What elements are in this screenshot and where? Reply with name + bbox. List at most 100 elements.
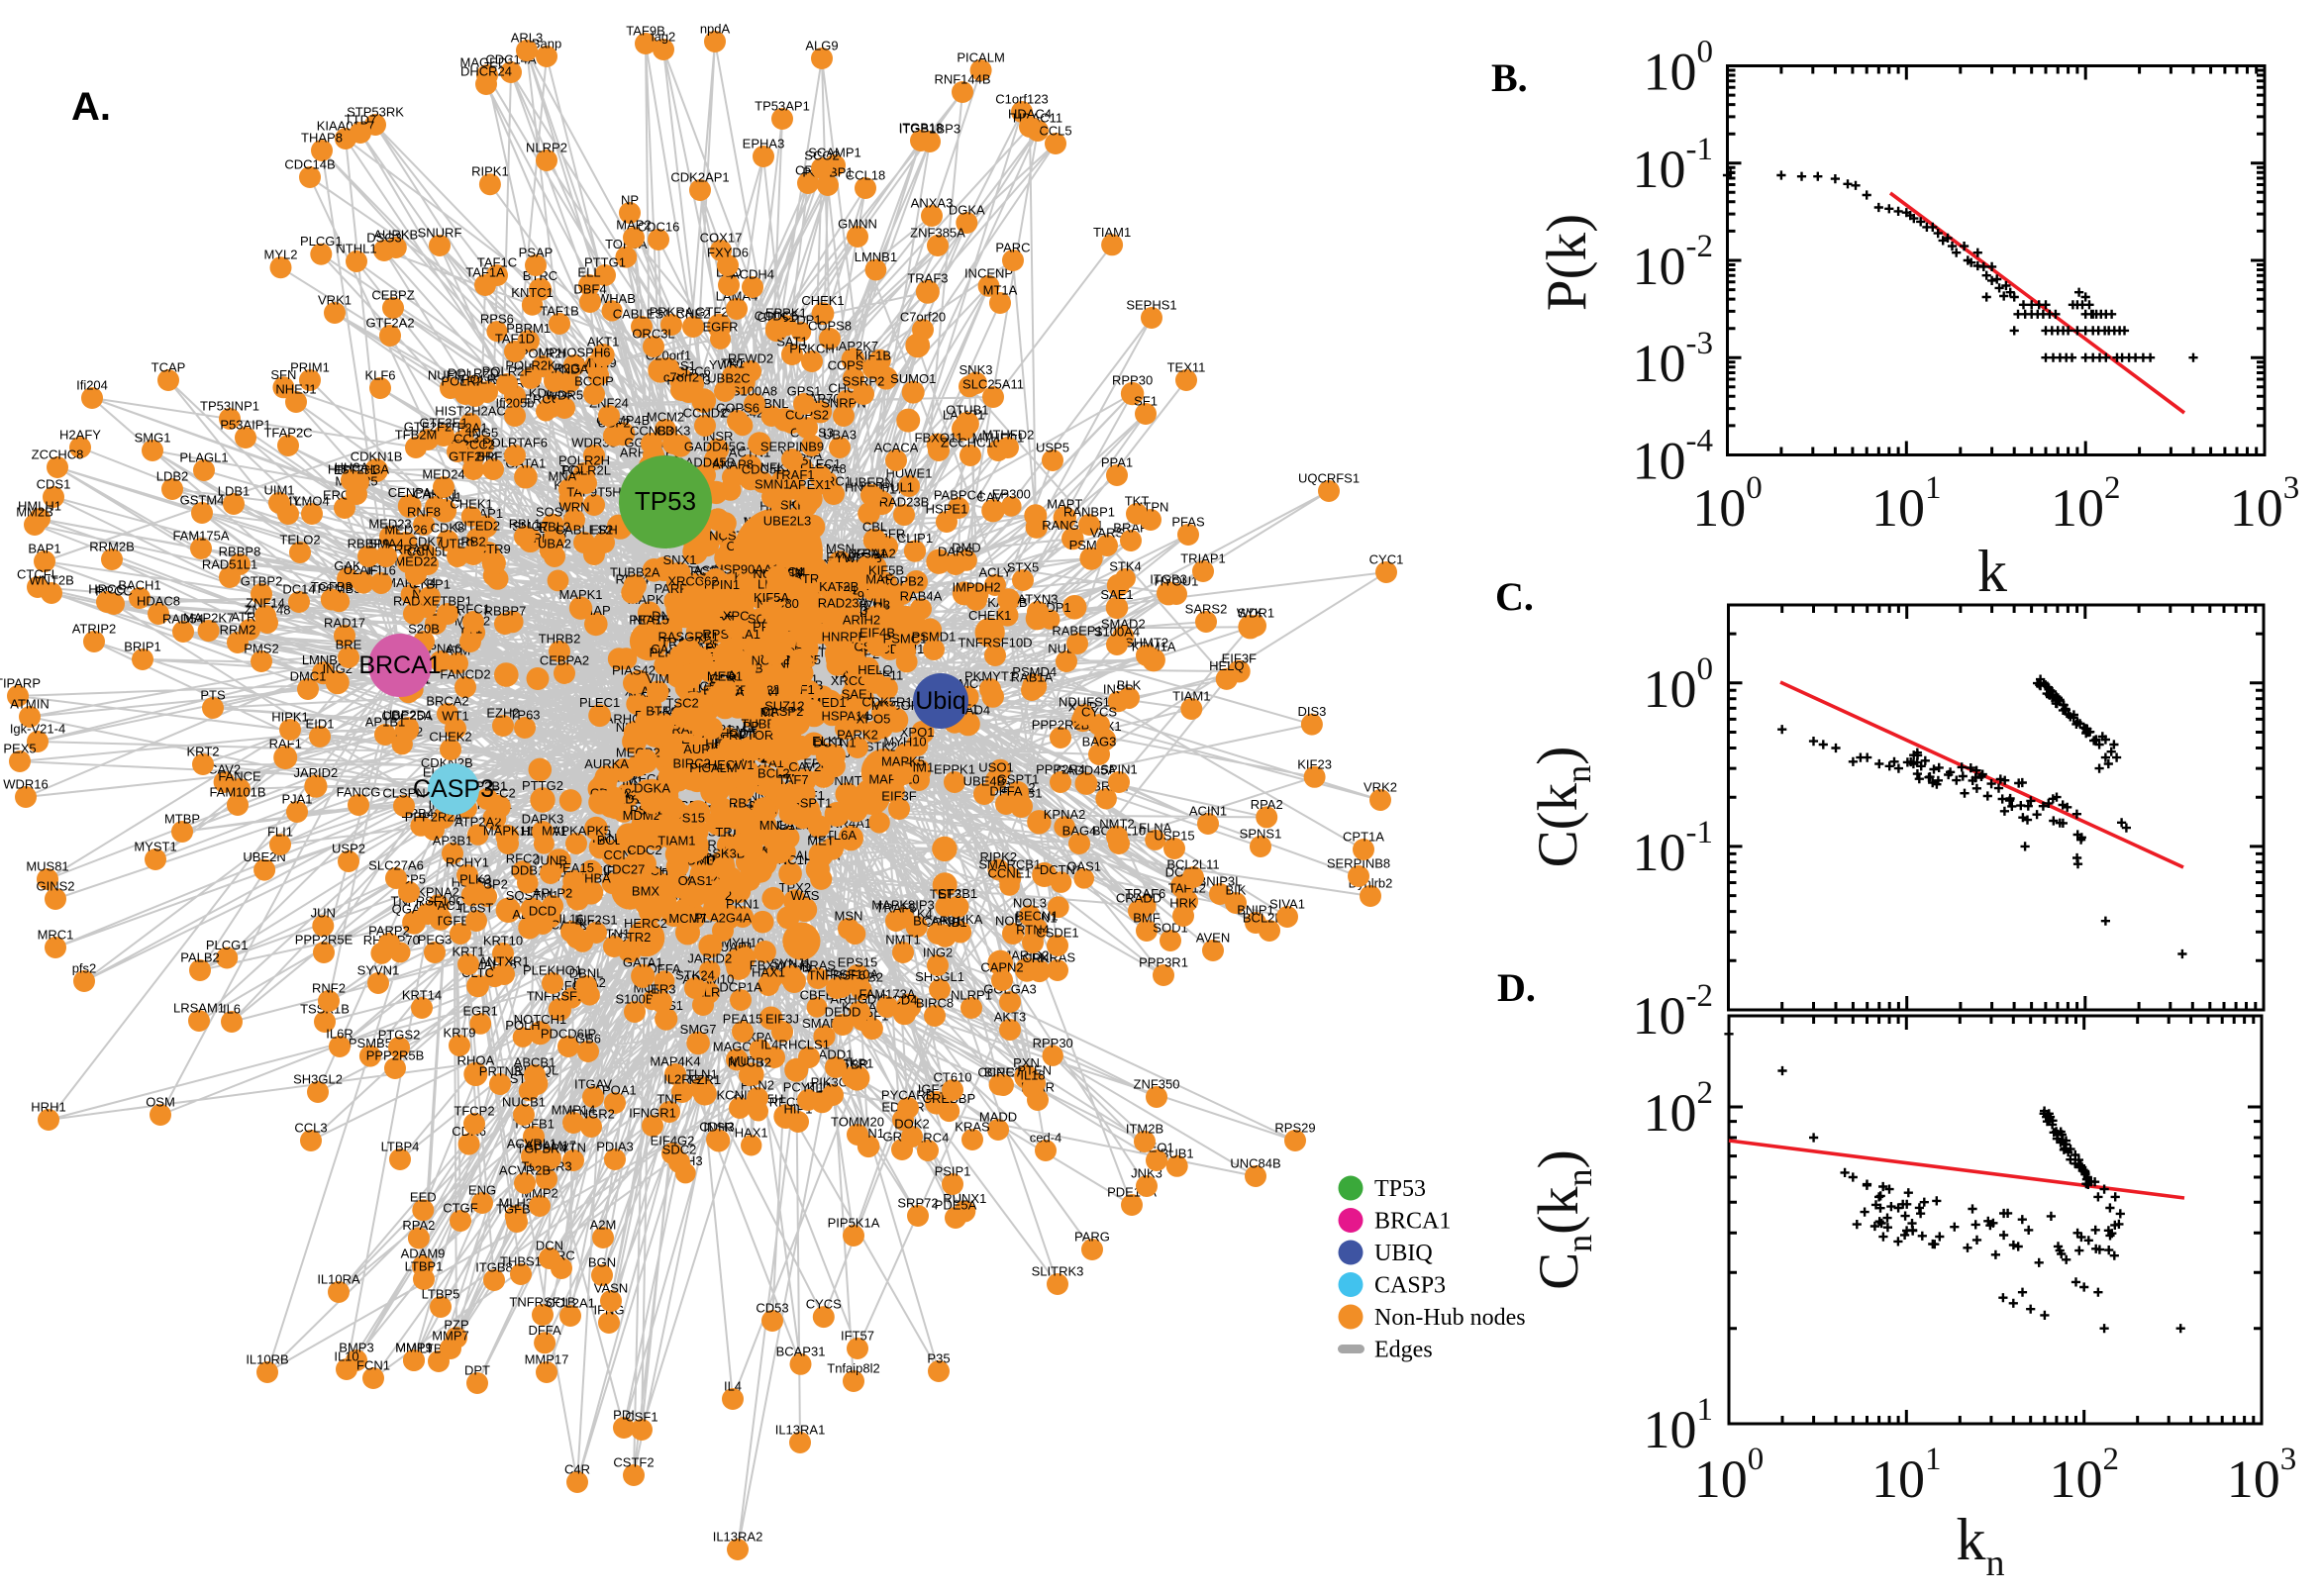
svg-text:ABCB1: ABCB1	[514, 1055, 556, 1070]
svg-text:UBERN: UBERN	[849, 475, 894, 490]
svg-text:CENPA: CENPA	[388, 485, 432, 500]
svg-text:Ifi204: Ifi204	[76, 378, 108, 393]
svg-text:ARIH2: ARIH2	[843, 613, 880, 628]
svg-text:UBA2: UBA2	[538, 537, 571, 551]
svg-text:WT1: WT1	[442, 709, 468, 724]
svg-text:RBBP9: RBBP9	[348, 537, 390, 551]
svg-text:STP53RK: STP53RK	[347, 105, 404, 120]
svg-text:ZNF350: ZNF350	[1134, 1077, 1180, 1092]
svg-text:TAF1D: TAF1D	[495, 332, 535, 347]
svg-text:PEX5: PEX5	[3, 742, 36, 756]
svg-text:COPS6: COPS6	[716, 401, 759, 416]
svg-text:MT1A: MT1A	[983, 283, 1018, 298]
svg-text:ATRIP2: ATRIP2	[72, 622, 117, 637]
svg-text:AP3B1: AP3B1	[433, 834, 472, 848]
svg-text:CTCFL: CTCFL	[17, 567, 58, 582]
svg-text:ANXA3: ANXA3	[911, 196, 954, 211]
svg-text:PRKCH: PRKCH	[789, 342, 835, 356]
svg-text:STK24: STK24	[865, 739, 905, 753]
svg-text:ALG9: ALG9	[805, 39, 838, 53]
svg-text:HIST2H3A: HIST2H3A	[328, 462, 389, 477]
svg-text:RBBP7: RBBP7	[484, 604, 527, 619]
svg-text:CDKN1B: CDKN1B	[351, 449, 403, 464]
svg-text:IFT57: IFT57	[841, 1329, 874, 1344]
svg-text:ITGB3: ITGB3	[1150, 572, 1187, 587]
svg-text:WDR16: WDR16	[3, 777, 49, 792]
svg-text:FANCD2: FANCD2	[440, 667, 490, 682]
svg-text:ced-4: ced-4	[1030, 1131, 1062, 1146]
svg-text:PPA1: PPA1	[1101, 455, 1133, 470]
svg-text:DEDD: DEDD	[825, 1005, 861, 1020]
svg-text:PKMYT1: PKMYT1	[964, 669, 1016, 684]
svg-text:MRC1: MRC1	[38, 928, 74, 943]
svg-text:CSF1: CSF1	[625, 1410, 657, 1425]
svg-text:TP53AP1: TP53AP1	[755, 99, 810, 114]
svg-text:GTF2A2: GTF2A2	[365, 316, 414, 331]
svg-text:ACVRL1: ACVRL1	[507, 1137, 557, 1151]
svg-text:VHL: VHL	[864, 596, 889, 611]
svg-text:STX5: STX5	[1007, 560, 1040, 575]
svg-text:HRK: HRK	[1169, 896, 1197, 911]
svg-text:CCNB3: CCNB3	[630, 424, 673, 439]
svg-text:GADD45G: GADD45G	[684, 440, 746, 454]
svg-text:EGR1: EGR1	[462, 1004, 497, 1019]
svg-text:SARS2: SARS2	[1185, 602, 1228, 617]
svg-text:DCTN1: DCTN1	[813, 736, 856, 750]
svg-text:DARS: DARS	[938, 545, 973, 559]
svg-text:LTBP5: LTBP5	[422, 1287, 460, 1302]
svg-text:SYNJ1: SYNJ1	[771, 955, 811, 970]
svg-text:PICALM: PICALM	[689, 760, 737, 775]
svg-text:SAE1: SAE1	[842, 687, 874, 702]
svg-text:SEPHS1: SEPHS1	[1126, 298, 1176, 313]
svg-text:SYVN1: SYVN1	[357, 963, 400, 978]
svg-text:BIRC8: BIRC8	[916, 996, 954, 1011]
svg-text:BRE: BRE	[336, 638, 362, 652]
svg-text:PARP2: PARP2	[368, 924, 410, 939]
svg-text:CHEK1: CHEK1	[450, 497, 492, 512]
svg-text:BRCA1: BRCA1	[358, 651, 441, 679]
svg-text:KRT1: KRT1	[453, 945, 485, 959]
svg-text:S100B: S100B	[615, 992, 654, 1007]
svg-text:SERPINB9: SERPINB9	[760, 440, 824, 454]
svg-text:MAPK11: MAPK11	[483, 824, 533, 839]
svg-text:GPS1: GPS1	[787, 384, 822, 399]
svg-text:BMP3: BMP3	[339, 1341, 373, 1355]
svg-text:KRT14: KRT14	[402, 988, 442, 1003]
svg-text:MAPK5: MAPK5	[881, 754, 925, 769]
svg-text:XETBP1: XETBP1	[423, 594, 472, 609]
svg-text:TEX11: TEX11	[1167, 360, 1206, 375]
svg-text:101: 101	[1871, 470, 1942, 538]
svg-text:BCCIP: BCCIP	[574, 374, 614, 389]
svg-text:CDC27: CDC27	[603, 862, 646, 877]
svg-text:SMG7: SMG7	[680, 1022, 717, 1037]
svg-text:CAPN2: CAPN2	[980, 960, 1023, 975]
svg-text:TELO2: TELO2	[279, 533, 320, 548]
svg-text:ANTXR1: ANTXR1	[478, 954, 529, 969]
svg-text:VRK1: VRK1	[318, 293, 352, 308]
svg-text:RAD51L1: RAD51L1	[202, 557, 257, 572]
svg-text:CPT1A: CPT1A	[1343, 830, 1384, 845]
svg-text:RANBP1: RANBP1	[1063, 505, 1115, 520]
svg-text:TK1: TK1	[721, 356, 745, 371]
svg-text:ACVR2B: ACVR2B	[499, 1163, 551, 1178]
svg-text:PMS2: PMS2	[244, 642, 278, 656]
svg-text:PDI: PDI	[613, 1408, 635, 1423]
svg-text:CEBPA2: CEBPA2	[540, 653, 589, 668]
svg-text:POLR2H: POLR2H	[558, 453, 610, 468]
svg-text:EIF4B: EIF4B	[859, 626, 895, 641]
svg-text:HRCC: HRCC	[88, 582, 126, 597]
svg-text:ADAM17: ADAM17	[525, 1139, 576, 1153]
svg-text:NMT1: NMT1	[885, 933, 920, 948]
svg-text:SPIN1: SPIN1	[1100, 762, 1138, 777]
svg-text:BCL2L11: BCL2L11	[1166, 857, 1219, 872]
svg-text:RHOA: RHOA	[457, 1052, 495, 1067]
svg-text:MAP2K7: MAP2K7	[183, 611, 234, 626]
svg-text:NLRP2: NLRP2	[526, 141, 567, 155]
svg-text:KIF1B: KIF1B	[856, 349, 891, 363]
svg-text:SCO2: SCO2	[804, 149, 839, 163]
svg-text:SIVA1: SIVA1	[1269, 897, 1305, 912]
svg-text:FCN1: FCN1	[356, 1358, 390, 1373]
svg-text:CABLES2: CABLES2	[556, 523, 614, 538]
svg-text:PXN: PXN	[1013, 1055, 1040, 1070]
svg-text:NTHL1: NTHL1	[336, 242, 376, 256]
